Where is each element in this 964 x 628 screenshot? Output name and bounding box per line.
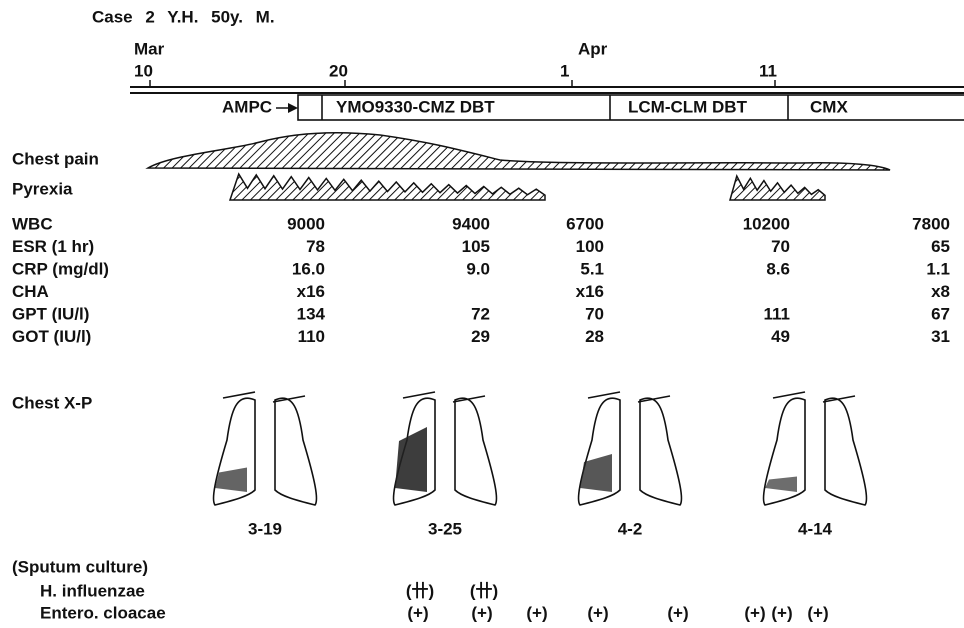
- lung-outline: [455, 398, 497, 505]
- lab-value: 100: [576, 237, 604, 256]
- lab-value: 72: [471, 304, 490, 323]
- lab-value: 70: [585, 304, 604, 323]
- lab-value: 67: [931, 304, 950, 323]
- culture-result: (卄): [470, 581, 498, 600]
- clinical-course-figure: Case 2 Y.H. 50y. M. Chest pain Pyrexia C…: [0, 0, 964, 628]
- lab-value: 1.1: [926, 259, 950, 278]
- day-label: 10: [134, 61, 153, 80]
- trachea-mark: [588, 392, 620, 398]
- pyrexia-curve: [730, 176, 825, 200]
- lesion-shading: [580, 454, 612, 492]
- culture-result: (卄): [406, 581, 434, 600]
- culture-result: (+): [771, 603, 792, 622]
- lab-value: 49: [771, 327, 790, 346]
- lab-value: 28: [585, 327, 604, 346]
- lab-label: CHA: [12, 282, 49, 301]
- xray-date: 3-25: [428, 519, 462, 538]
- lab-value: 9400: [452, 214, 490, 233]
- organism-label: H. influenzae: [40, 581, 145, 600]
- month-label: Mar: [134, 39, 165, 58]
- chest-pain-curve: [148, 133, 890, 170]
- lab-label: ESR (1 hr): [12, 237, 94, 256]
- lab-value: 9000: [287, 214, 325, 233]
- lung-outline: [275, 398, 317, 505]
- lab-label: GOT (IU/l): [12, 327, 91, 346]
- symptom-label: Pyrexia: [12, 179, 73, 198]
- lab-value: 111: [764, 304, 791, 323]
- month-label: Apr: [578, 39, 608, 58]
- culture-result: (+): [407, 603, 428, 622]
- sputum-title: (Sputum culture): [12, 557, 148, 576]
- lab-value: x8: [931, 282, 950, 301]
- lesion-shading: [395, 427, 427, 492]
- therapy-label: AMPC: [222, 97, 272, 116]
- trachea-mark: [403, 392, 435, 398]
- day-label: 20: [329, 61, 348, 80]
- lung-outline: [825, 398, 867, 505]
- culture-result: (+): [744, 603, 765, 622]
- xray-date: 4-14: [798, 519, 833, 538]
- lab-value: 78: [306, 237, 325, 256]
- lab-value: 134: [297, 304, 326, 323]
- culture-result: (+): [807, 603, 828, 622]
- lesion-shading: [765, 477, 797, 493]
- therapy-label: YMO9330-CMZ DBT: [336, 97, 495, 116]
- lab-value: 29: [471, 327, 490, 346]
- trachea-mark: [773, 392, 805, 398]
- lab-value: 110: [298, 327, 325, 346]
- lab-value: 7800: [912, 214, 950, 233]
- lab-value: 31: [931, 327, 950, 346]
- day-label: 1: [560, 61, 569, 80]
- therapy-label: CMX: [810, 97, 848, 116]
- culture-result: (+): [526, 603, 547, 622]
- culture-result: (+): [587, 603, 608, 622]
- lab-value: 5.1: [580, 259, 604, 278]
- xray-date: 4-2: [618, 519, 643, 538]
- xray-label: Chest X-P: [12, 393, 92, 412]
- therapy-label: LCM-CLM DBT: [628, 97, 748, 116]
- organism-label: Entero. cloacae: [40, 603, 166, 622]
- case-title: Case 2 Y.H. 50y. M.: [92, 7, 275, 26]
- lab-value: x16: [576, 282, 604, 301]
- day-label: 11: [759, 61, 777, 80]
- lab-label: GPT (IU/l): [12, 304, 89, 323]
- trachea-mark: [223, 392, 255, 398]
- lab-value: x16: [297, 282, 325, 301]
- lab-value: 70: [771, 237, 790, 256]
- lab-value: 8.6: [766, 259, 790, 278]
- pyrexia-curve: [230, 174, 545, 200]
- lung-outline: [640, 398, 682, 505]
- symptom-label: Chest pain: [12, 149, 99, 168]
- lesion-shading: [215, 468, 247, 493]
- lab-value: 105: [462, 237, 490, 256]
- culture-result: (+): [471, 603, 492, 622]
- lab-value: 6700: [566, 214, 604, 233]
- arrow-head: [288, 103, 298, 113]
- lab-value: 65: [931, 237, 950, 256]
- lab-label: WBC: [12, 214, 53, 233]
- xray-date: 3-19: [248, 519, 282, 538]
- culture-result: (+): [667, 603, 688, 622]
- lab-label: CRP (mg/dl): [12, 259, 109, 278]
- lab-value: 10200: [743, 214, 790, 233]
- lab-value: 9.0: [466, 259, 490, 278]
- lab-value: 16.0: [292, 259, 325, 278]
